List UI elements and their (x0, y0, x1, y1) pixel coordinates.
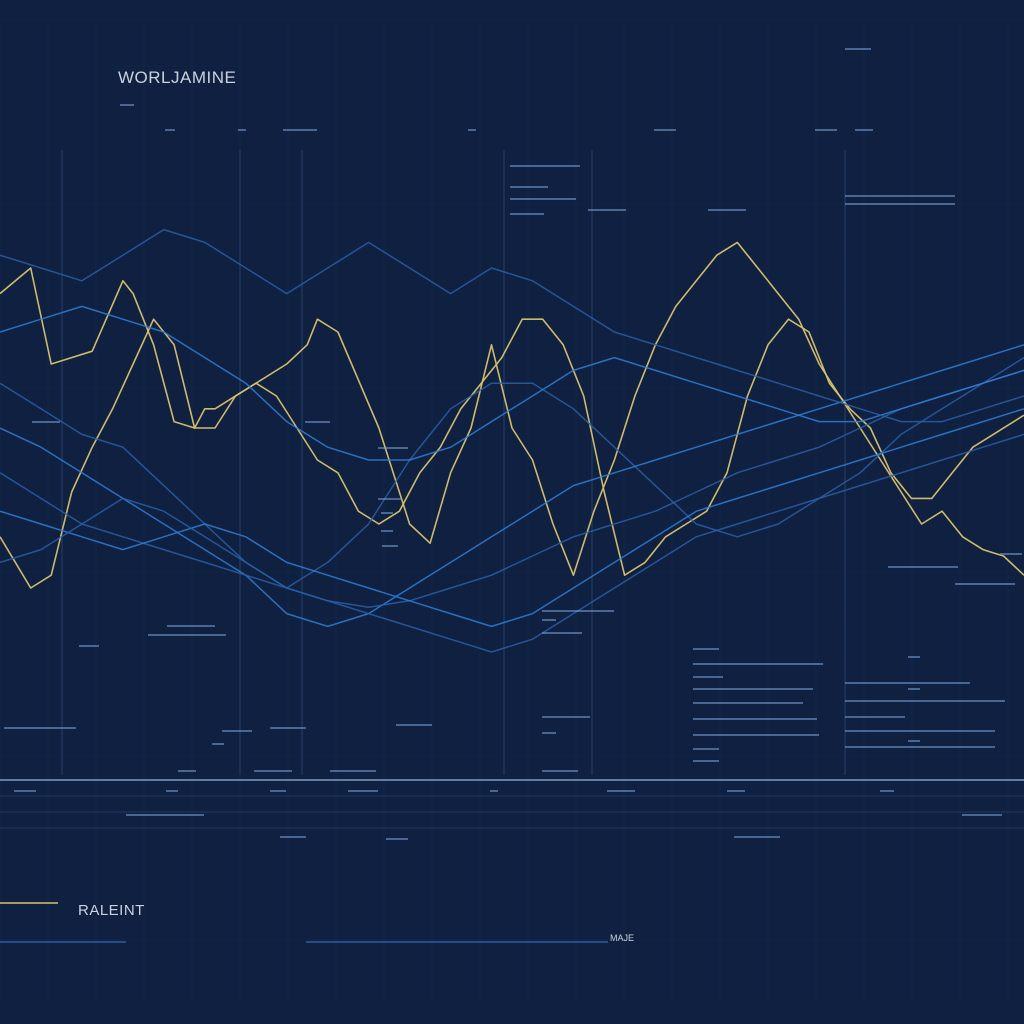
decorative-tick-label (382, 545, 398, 547)
decorative-tick-label (178, 770, 196, 772)
decorative-tick-label (79, 645, 99, 647)
decorative-tick-label (693, 688, 813, 690)
decorative-tick-label (607, 790, 635, 792)
decorative-tick-label (962, 814, 1002, 816)
decorative-tick-label (222, 730, 252, 732)
decorative-tick-label (378, 447, 408, 449)
decorative-tick-label (270, 790, 286, 792)
decorative-tick-label (212, 743, 224, 745)
decorative-tick-label (845, 700, 1005, 702)
decorative-tick-label (381, 530, 393, 532)
decorative-tick-label (32, 421, 60, 423)
decorative-tick-label (708, 209, 746, 211)
decorative-tick-label (542, 610, 614, 612)
series-line-5 (0, 369, 1024, 608)
decorative-tick-label (120, 104, 134, 106)
series-group (0, 228, 1024, 653)
decorative-tick-label (908, 688, 920, 690)
chart-title: WORLJAMINE (118, 68, 237, 87)
decorative-tick-label (386, 838, 408, 840)
decorative-tick-label (908, 740, 920, 742)
decorative-tick-label (693, 663, 823, 665)
decorative-tick-label (654, 129, 676, 131)
decorative-tick-label (167, 625, 215, 627)
decorative-tick-label (165, 129, 175, 131)
decorative-tick-label (727, 790, 745, 792)
decorative-tick-label (542, 770, 578, 772)
series-line-4 (0, 344, 1024, 628)
decorative-tick-label (588, 209, 626, 211)
decorative-tick-label (845, 48, 871, 50)
series-line-3 (0, 356, 1024, 589)
decorative-tick-label (880, 790, 894, 792)
decorative-tick-label (845, 746, 995, 748)
decorative-tick-label (381, 512, 393, 514)
series-line-7 (0, 228, 1024, 423)
decorative-tick-label (510, 165, 580, 167)
decorative-tick-label (348, 790, 378, 792)
decorative-tick-label (845, 203, 955, 205)
decorative-tick-label (166, 790, 178, 792)
decorative-tick-label (815, 129, 837, 131)
decorative-tick-label (542, 716, 590, 718)
decorative-tick-label (490, 790, 498, 792)
decorative-tick-label (396, 724, 432, 726)
decorative-tick-label (280, 836, 306, 838)
decorative-tick-label (888, 566, 958, 568)
decorative-tick-label (14, 790, 36, 792)
decorative-tick-label (283, 129, 317, 131)
legend-label: RALEINT (78, 902, 145, 919)
decorative-tick-label (238, 129, 246, 131)
decorative-tick-label (4, 727, 76, 729)
decorative-tick-label (908, 656, 920, 658)
decorative-tick-label (468, 129, 476, 131)
decorative-tick-label (693, 748, 719, 750)
series-line-8 (0, 408, 1024, 628)
legend-small-label: MAJE (610, 933, 635, 943)
decorative-tick-label (148, 634, 226, 636)
decorative-tick-label (845, 195, 955, 197)
grid (0, 19, 1024, 1000)
decorative-tick-label (542, 632, 582, 634)
decorative-tick-label (270, 727, 306, 729)
series-line-6 (0, 305, 1024, 461)
decorative-tick-label (845, 682, 970, 684)
decorative-tick-label (693, 702, 803, 704)
decorative-ticks (0, 48, 1024, 840)
decorative-tick-label (693, 760, 719, 762)
decorative-tick-label (330, 770, 376, 772)
series-line-9 (0, 433, 1024, 653)
decorative-tick-label (693, 676, 723, 678)
decorative-tick-label (126, 814, 204, 816)
decorative-tick-label (693, 718, 817, 720)
decorative-tick-label (693, 734, 819, 736)
decorative-tick-label (510, 213, 544, 215)
decorative-tick-label (955, 583, 1015, 585)
decorative-tick-label (510, 198, 576, 200)
decorative-tick-label (845, 730, 995, 732)
decorative-tick-label (1000, 553, 1022, 555)
decorative-tick-label (378, 498, 402, 500)
decorative-tick-label (734, 836, 780, 838)
decorative-tick-label (855, 129, 873, 131)
decorative-tick-label (510, 186, 548, 188)
series-line-1 (0, 241, 1024, 577)
decorative-tick-label (542, 619, 556, 621)
decorative-tick-label (542, 732, 556, 734)
decorative-tick-label (254, 770, 292, 772)
decorative-tick-label (693, 648, 719, 650)
decorative-tick-label (845, 716, 905, 718)
decorative-tick-label (305, 421, 330, 423)
series-line-2 (0, 318, 1024, 589)
